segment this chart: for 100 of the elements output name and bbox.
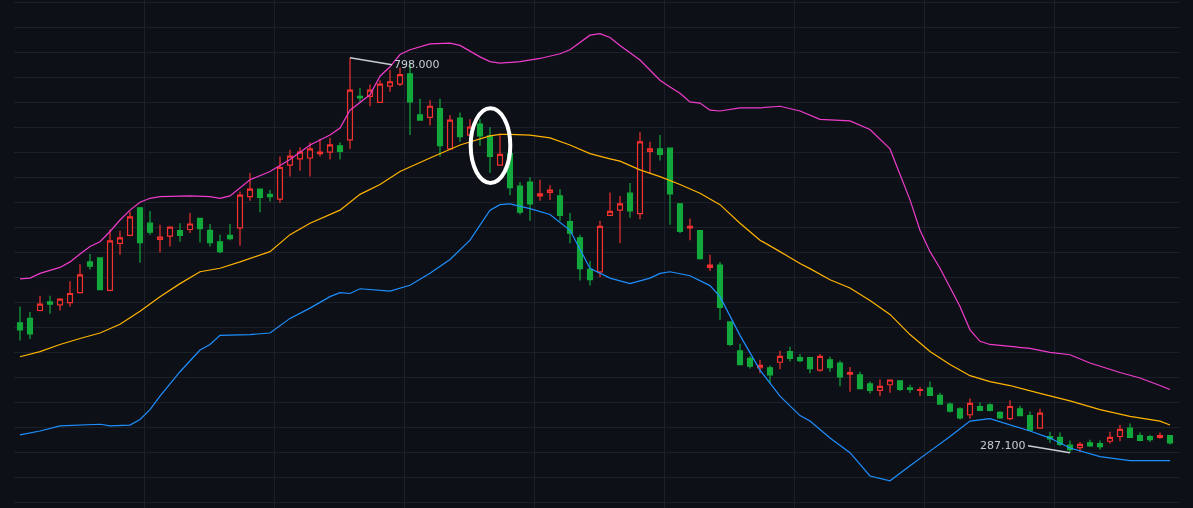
candlestick xyxy=(546,184,554,201)
candlestick xyxy=(736,343,744,366)
candlestick xyxy=(416,98,424,121)
candlestick xyxy=(826,356,834,373)
candlestick xyxy=(856,371,864,390)
candlestick xyxy=(626,182,634,219)
candlestick xyxy=(376,79,384,104)
candlestick xyxy=(596,220,604,278)
candlestick xyxy=(716,261,724,321)
candlestick xyxy=(456,111,464,143)
candlestick xyxy=(76,263,84,295)
candlestick xyxy=(756,359,764,374)
candlestick xyxy=(136,206,144,264)
candlestick xyxy=(306,142,314,178)
candlestick xyxy=(926,380,934,397)
annotation: 287.100 xyxy=(980,439,1026,452)
candlestick xyxy=(1126,422,1134,439)
candlestick xyxy=(446,114,454,151)
candlestick xyxy=(246,172,254,202)
candlestick xyxy=(1026,411,1034,432)
candlestick xyxy=(576,234,584,282)
candlestick xyxy=(166,226,174,248)
candlestick xyxy=(606,191,614,217)
candlestick xyxy=(346,57,354,150)
candlestick xyxy=(396,66,404,87)
candlestick xyxy=(386,69,394,93)
candlestick xyxy=(526,176,534,222)
candlestick xyxy=(266,189,274,203)
candlestick xyxy=(146,210,154,236)
candlestick xyxy=(276,155,284,204)
candlestick xyxy=(286,149,294,178)
candlestick xyxy=(946,401,954,413)
candlestick xyxy=(26,311,34,340)
candlestick xyxy=(476,118,484,147)
candlestick xyxy=(866,380,874,395)
candlestick xyxy=(556,188,564,222)
candlestick xyxy=(16,305,24,342)
candlestick xyxy=(156,224,164,254)
candlestick xyxy=(746,355,754,370)
candlestick xyxy=(1146,434,1154,443)
candlestick xyxy=(666,147,674,226)
candlestick xyxy=(36,295,44,312)
candlestick xyxy=(316,138,324,158)
candlestick xyxy=(326,137,334,161)
candlestick xyxy=(436,98,444,158)
candlestick xyxy=(1106,431,1114,445)
candlestick xyxy=(816,353,824,373)
candlestick xyxy=(1016,405,1024,417)
candlestick xyxy=(496,132,504,166)
candlestick xyxy=(786,346,794,363)
candlestick xyxy=(766,364,774,384)
candlestick xyxy=(956,406,964,421)
candlestick xyxy=(46,295,54,315)
candlestick xyxy=(196,217,204,244)
candlestick xyxy=(516,181,524,216)
candlestick xyxy=(186,212,194,234)
candlestick xyxy=(116,230,124,256)
candlestick xyxy=(96,257,104,291)
candlestick xyxy=(1076,441,1084,453)
candlestick xyxy=(536,179,544,202)
candlestick xyxy=(226,223,234,241)
annotation: 798.000 xyxy=(394,58,440,71)
candlestick xyxy=(256,188,264,213)
candlestick xyxy=(986,402,994,413)
candlestick xyxy=(976,401,984,412)
candlestick xyxy=(836,360,844,387)
candlestick xyxy=(176,222,184,243)
candlestick xyxy=(296,146,304,172)
candlestick xyxy=(876,379,884,397)
candlestick xyxy=(1156,431,1164,440)
candlestick xyxy=(1036,408,1044,429)
candlestick xyxy=(426,99,434,127)
candlestick xyxy=(936,392,944,405)
candlestick xyxy=(1116,424,1124,442)
candlestick xyxy=(916,386,924,397)
candlestick xyxy=(66,280,74,308)
candlestick xyxy=(586,260,594,287)
candlestick xyxy=(336,142,344,161)
candlestick xyxy=(1166,434,1174,445)
candlestick xyxy=(1096,439,1104,451)
candlestick xyxy=(206,223,214,248)
candlestick xyxy=(1136,431,1144,442)
candlestick xyxy=(906,384,914,394)
candlestick xyxy=(896,380,904,392)
candlestick xyxy=(356,87,364,103)
candlestick xyxy=(236,190,244,247)
candlestick xyxy=(616,195,624,244)
candlestick xyxy=(1006,399,1014,421)
candlestick xyxy=(726,321,734,347)
candlestick xyxy=(636,131,644,220)
candlestick xyxy=(846,366,854,393)
candlestick xyxy=(796,353,804,363)
candlestick xyxy=(1086,439,1094,448)
candlestick xyxy=(216,234,224,254)
candlestick xyxy=(996,410,1004,420)
candlestick xyxy=(86,253,94,271)
candlestick xyxy=(656,134,664,161)
candlestick xyxy=(106,228,114,292)
candlestick xyxy=(966,397,974,420)
candlestick xyxy=(806,356,814,374)
